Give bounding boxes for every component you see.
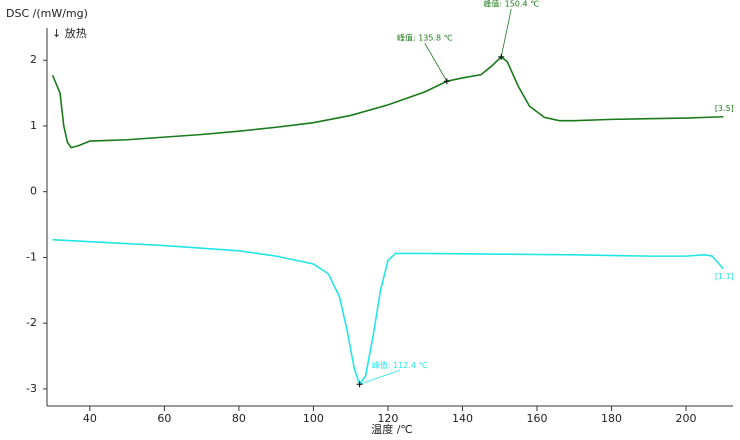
peak-marker — [443, 78, 450, 85]
peak-marker — [356, 381, 363, 388]
annotation-label: 峰值: 135.8 ℃ — [397, 33, 453, 43]
y-tick-label: 1 — [30, 119, 37, 132]
x-tick-label: 160 — [527, 412, 548, 425]
x-tick-label: 60 — [157, 412, 171, 425]
y-tick-label: -1 — [26, 250, 37, 263]
x-tick-label: 140 — [452, 412, 473, 425]
series-label: [3.5] — [715, 104, 734, 113]
x-tick-label: 40 — [83, 412, 97, 425]
series-label: [1.1] — [715, 272, 734, 281]
x-tick-label: 200 — [676, 412, 697, 425]
y-tick-label: -2 — [26, 316, 37, 329]
y-tick-label: 2 — [30, 53, 37, 66]
series-line — [51, 55, 724, 149]
x-tick-label: 100 — [303, 412, 324, 425]
peak-marker — [498, 53, 505, 60]
series-line — [52, 238, 724, 387]
annotation-leader — [424, 43, 448, 82]
annotation-label: 峰值: 150.4 ℃ — [483, 0, 539, 8]
x-tick-label: 80 — [232, 412, 246, 425]
annotation-leader — [359, 369, 400, 385]
y-tick-label: -3 — [26, 382, 37, 395]
annotation-label: 峰值: 112.4 ℃ — [372, 360, 428, 370]
annotation-leader — [500, 8, 512, 58]
x-axis-label: 温度 /℃ — [371, 422, 413, 436]
x-tick-label: 180 — [601, 412, 622, 425]
chart-subtitle: ↓ 放热 — [52, 26, 87, 40]
y-tick-label: 0 — [30, 185, 37, 198]
chart-title: DSC /(mW/mg) — [6, 7, 88, 20]
x-tick-label: 120 — [377, 412, 398, 425]
